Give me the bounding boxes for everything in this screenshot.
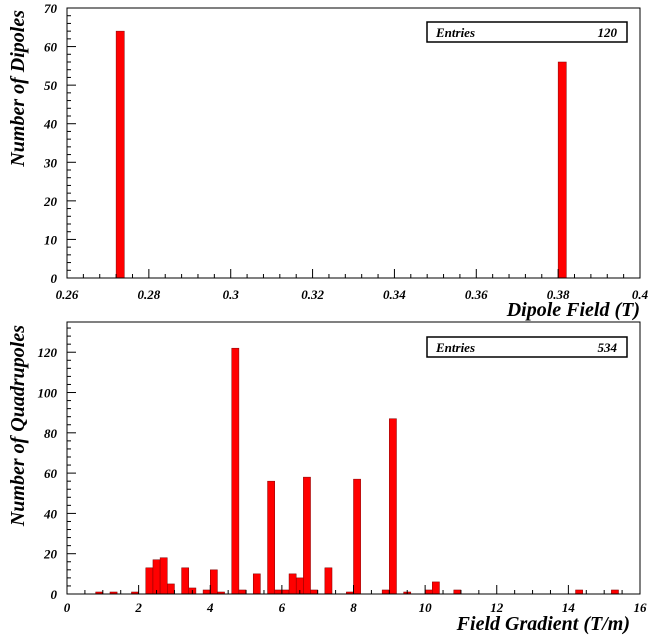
quadrupole-bar <box>611 589 619 595</box>
dipole-x-tick-label: 0.3 <box>223 287 240 302</box>
quadrupole-stats-value: 534 <box>598 340 618 355</box>
quadrupole-x-tick-label: 6 <box>279 600 286 615</box>
dipole-y-tick-label: 30 <box>43 155 58 170</box>
quadrupole-bar <box>252 573 261 595</box>
dipole-y-tick-label: 0 <box>51 271 58 286</box>
quadrupole-bar <box>453 589 462 595</box>
dipole-y-tick-label: 20 <box>43 194 58 209</box>
dipole-x-axis-label: Dipole Field (T) <box>506 299 640 321</box>
dipole-y-tick-label: 60 <box>44 40 58 55</box>
quadrupole-bar <box>267 480 275 595</box>
quadrupole-bar <box>389 418 397 595</box>
quadrupole-x-tick-label: 12 <box>490 600 504 615</box>
quadrupole-y-tick-label: 20 <box>43 547 58 562</box>
quadrupole-bar <box>152 559 161 595</box>
quadrupole-y-tick-label: 100 <box>38 386 58 401</box>
dipole-stats-box: Entries 120 <box>426 21 628 43</box>
dipole-x-tick-label: 0.28 <box>137 287 160 302</box>
quadrupole-x-tick-label: 10 <box>419 600 433 615</box>
quadrupole-x-tick-label: 2 <box>134 600 142 615</box>
quadrupole-bar <box>303 476 311 595</box>
dipole-y-axis-label: Number of Dipoles <box>7 10 29 168</box>
dipole-x-tick-label: 0.34 <box>383 287 406 302</box>
quadrupole-bar <box>210 569 218 595</box>
dipole-bars <box>115 30 567 279</box>
quadrupole-axis-ticks: 0 2 4 6 8 10 12 14 16 0 20 40 60 80 100 120 <box>38 327 648 615</box>
quadrupole-bar <box>202 589 211 595</box>
quadrupole-bar <box>159 557 168 595</box>
quadrupole-bar <box>324 567 333 595</box>
dipole-histogram-panel: 0.26 0.28 0.3 0.32 0.34 0.36 0.38 0.4 0 10 20 30 40 5… <box>7 1 649 321</box>
dipole-stats-label: Entries <box>435 25 475 40</box>
dipole-x-tick-label: 0.36 <box>465 287 488 302</box>
dipole-y-tick-label: 40 <box>43 117 58 132</box>
quadrupole-x-tick-label: 0 <box>64 600 71 615</box>
quadrupole-bar <box>167 583 175 595</box>
quadrupole-y-tick-label: 0 <box>51 587 58 602</box>
quadrupole-bar <box>575 589 583 595</box>
dipole-x-tick-label: 0.32 <box>301 287 324 302</box>
dipole-plot-frame <box>66 7 641 279</box>
quadrupole-bar <box>181 567 190 595</box>
dipole-bar <box>557 61 567 279</box>
dipole-stats-value: 120 <box>598 25 618 40</box>
quadrupole-y-axis-label: Number of Quadrupoles <box>7 325 29 527</box>
dipole-axis-ticks: 0.26 0.28 0.3 0.32 0.34 0.36 0.38 0.4 0 10 20 30 40 5… <box>43 1 649 302</box>
quadrupole-y-tick-label: 80 <box>44 426 58 441</box>
quadrupole-bars <box>95 347 619 595</box>
quadrupole-y-tick-label: 60 <box>44 466 58 481</box>
quadrupole-bar <box>432 581 440 595</box>
quadrupole-bar <box>281 589 290 595</box>
dipole-x-tick-label: 0.4 <box>632 287 649 302</box>
quadrupole-x-tick-label: 8 <box>350 600 357 615</box>
dipole-bar <box>115 30 125 279</box>
quadrupole-bar <box>231 347 240 595</box>
quadrupole-bar <box>274 589 283 595</box>
dipole-y-tick-label: 10 <box>44 232 58 247</box>
quadrupole-bar <box>424 589 433 595</box>
dipole-y-tick-label: 50 <box>44 78 58 93</box>
quadrupole-y-tick-label: 120 <box>38 345 58 360</box>
quadrupole-bar <box>238 589 247 595</box>
quadrupole-bar <box>288 573 297 595</box>
quadrupole-x-axis-label: Field Gradient (T/m) <box>456 613 630 635</box>
dipole-x-tick-label: 0.26 <box>56 287 79 302</box>
quadrupole-x-tick-label: 4 <box>206 600 214 615</box>
dipole-x-tick-label: 0.38 <box>547 287 570 302</box>
quadrupole-bar <box>145 567 154 595</box>
quadrupole-bar <box>310 589 318 595</box>
quadrupole-x-tick-label: 16 <box>634 600 648 615</box>
quadrupole-bar <box>353 478 361 595</box>
dipole-stats-frame <box>426 21 628 43</box>
quadrupole-stats-label: Entries <box>435 340 475 355</box>
quadrupole-x-tick-label: 14 <box>562 600 576 615</box>
quadrupole-y-tick-label: 40 <box>43 506 58 521</box>
quadrupole-stats-frame <box>426 336 628 358</box>
quadrupole-stats-box: Entries 534 <box>426 336 628 358</box>
quadrupole-bar <box>381 589 390 595</box>
dipole-y-tick-label: 70 <box>44 1 58 16</box>
quadrupole-histogram-panel: 0 2 4 6 8 10 12 14 16 0 20 40 60 80 100 120 Entries 534… <box>7 321 648 635</box>
